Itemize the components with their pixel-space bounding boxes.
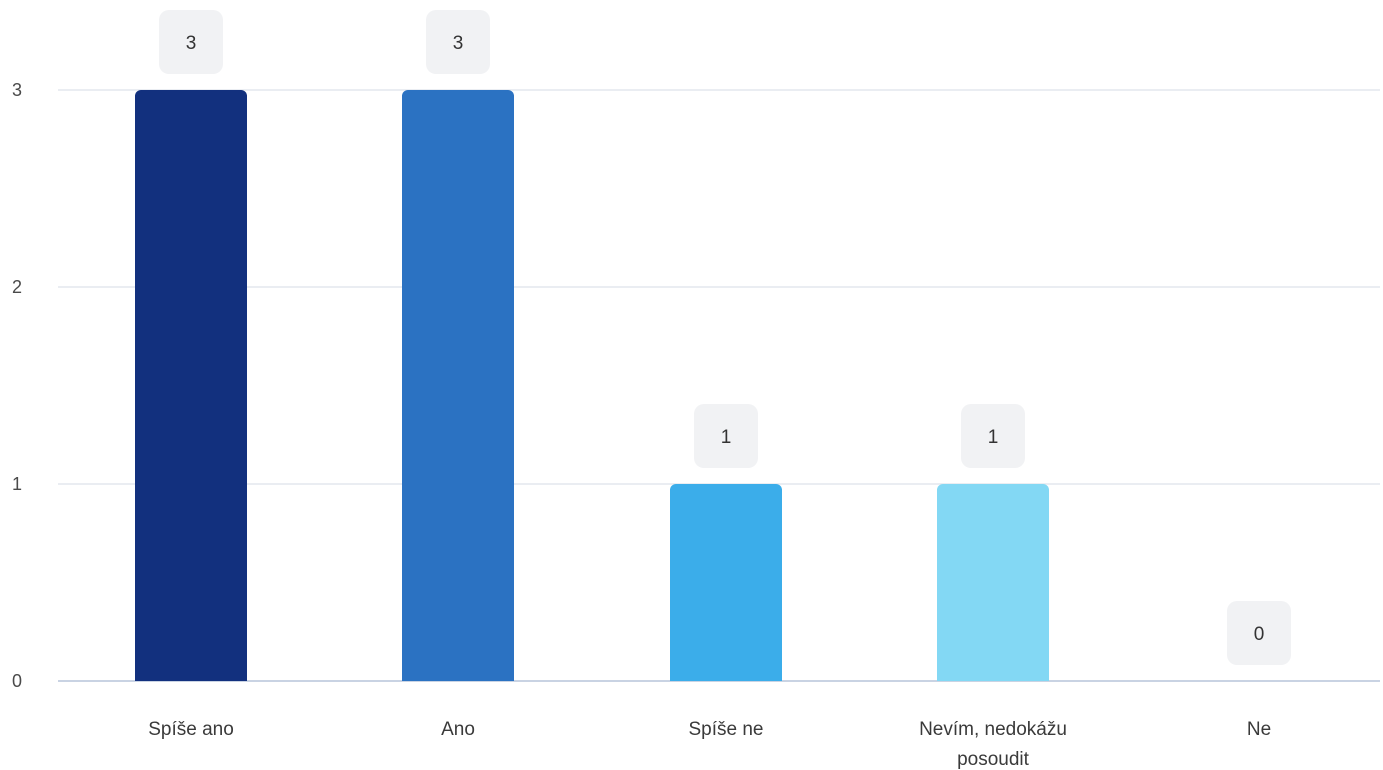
x-axis-ticks: Spíše ano Ano Spíše ne Nevím, nedokážu posou… [148,719,1271,770]
data-label: 3 [159,10,223,74]
bar[interactable] [135,90,247,681]
data-label-text: 1 [988,427,999,448]
x-tick-label-line: Spíše ano [148,719,234,740]
data-label: 1 [961,404,1025,468]
y-axis-ticks: 0 1 2 3 [12,80,22,691]
y-tick-label: 2 [12,277,22,297]
data-label-badge [159,10,223,74]
y-tick-label: 1 [12,474,22,494]
x-tick-label-line: posoudit [957,749,1030,770]
data-label-text: 3 [186,33,197,54]
x-tick-label-line: Spíše ne [689,719,764,740]
data-label-text: 3 [453,33,464,54]
bar-base [670,673,782,681]
data-label-badge [1227,601,1291,665]
data-label-text: 1 [721,427,732,448]
bar[interactable] [937,484,1049,681]
x-tick-label: Ano [441,719,475,740]
bar[interactable] [402,90,514,681]
x-tick-label: Ne [1247,719,1271,740]
y-tick-label: 0 [12,671,22,691]
x-tick-label-line: Ano [441,719,475,740]
data-label-badge [961,404,1025,468]
x-tick-label-line: Ne [1247,719,1271,740]
bar-base [135,673,247,681]
data-label: 0 [1227,601,1291,665]
bars [135,90,1049,681]
data-label: 3 [426,10,490,74]
x-tick-label-line: Nevím, nedokážu [919,719,1067,740]
x-tick-label: Nevím, nedokážu posoudit [919,719,1067,770]
bar-base [402,673,514,681]
x-tick-label: Spíše ano [148,719,234,740]
data-label: 1 [694,404,758,468]
data-label-text: 0 [1254,624,1265,645]
data-labels: 3 3 1 1 0 [159,10,1291,665]
data-label-badge [426,10,490,74]
x-tick-label: Spíše ne [689,719,764,740]
data-label-badge [694,404,758,468]
bar[interactable] [670,484,782,681]
y-tick-label: 3 [12,80,22,100]
bar-base [937,673,1049,681]
